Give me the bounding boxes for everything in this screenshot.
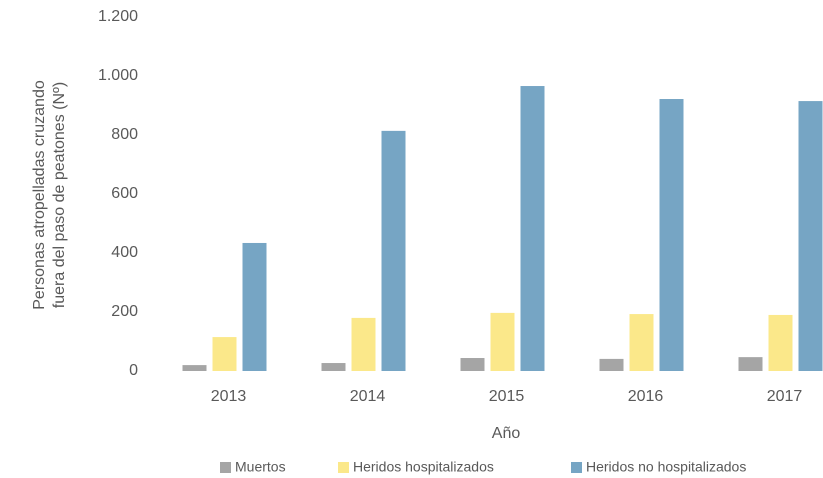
legend-label: Heridos hospitalizados bbox=[353, 459, 494, 475]
legend-label: Muertos bbox=[235, 459, 286, 475]
x-tick-label: 2017 bbox=[767, 388, 803, 405]
bar bbox=[490, 312, 515, 371]
legend-label: Heridos no hospitalizados bbox=[586, 459, 746, 475]
legend-swatch bbox=[338, 462, 349, 473]
y-tick-label: 600 bbox=[111, 185, 138, 202]
y-tick-label: 800 bbox=[111, 126, 138, 143]
bar bbox=[768, 314, 793, 371]
bar bbox=[738, 357, 763, 371]
y-tick-label: 400 bbox=[111, 244, 138, 261]
bar bbox=[460, 358, 485, 371]
x-axis-title: Año bbox=[492, 425, 521, 442]
x-tick-label: 2013 bbox=[211, 388, 247, 405]
y-tick-label: 1.200 bbox=[98, 8, 138, 25]
y-tick-label: 200 bbox=[111, 303, 138, 320]
x-tick-label: 2016 bbox=[628, 388, 664, 405]
x-tick-label: 2014 bbox=[350, 388, 386, 405]
bar bbox=[659, 99, 684, 371]
legend-swatch bbox=[571, 462, 582, 473]
legend-swatch bbox=[220, 462, 231, 473]
y-tick-label: 1.000 bbox=[98, 67, 138, 84]
bar bbox=[182, 365, 207, 371]
bar bbox=[212, 337, 237, 371]
x-tick-label: 2015 bbox=[489, 388, 525, 405]
bar bbox=[798, 101, 823, 371]
bar bbox=[242, 242, 267, 371]
bar bbox=[351, 317, 376, 371]
bar bbox=[381, 130, 406, 371]
y-axis-title: Personas atropelladas cruzando bbox=[31, 80, 48, 310]
y-axis-title: fuera del paso de peatones (Nº) bbox=[51, 82, 68, 308]
bar bbox=[321, 363, 346, 371]
y-tick-label: 0 bbox=[129, 362, 138, 379]
bar bbox=[520, 86, 545, 371]
bar bbox=[599, 358, 624, 371]
bar bbox=[629, 314, 654, 371]
